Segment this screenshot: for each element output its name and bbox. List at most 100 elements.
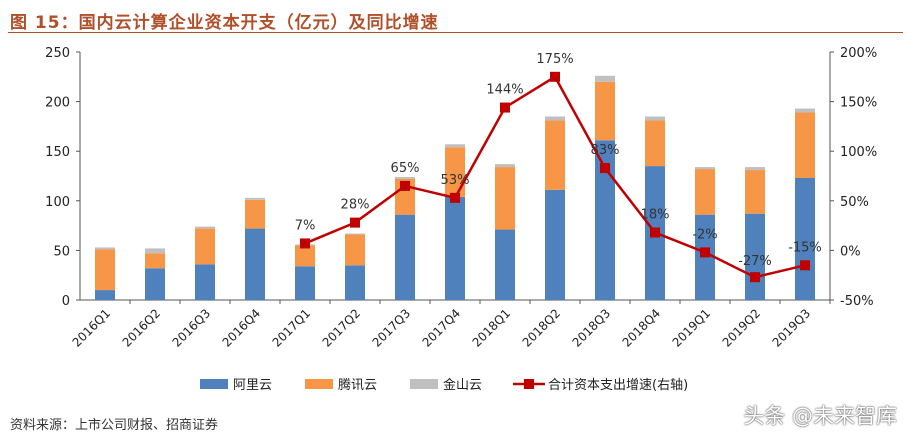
- x-tick-label: 2017Q4: [420, 306, 464, 350]
- growth-data-label: 65%: [391, 161, 420, 176]
- bar-金山云: [645, 116, 665, 121]
- bar-金山云: [95, 247, 115, 250]
- growth-data-label: 7%: [295, 218, 316, 233]
- bar-金山云: [795, 108, 815, 113]
- bar-金山云: [695, 167, 715, 170]
- bar-腾讯云: [245, 199, 265, 229]
- bar-阿里云: [395, 214, 415, 300]
- growth-marker: [300, 238, 310, 249]
- legend-label: 腾讯云: [338, 377, 377, 393]
- bar-腾讯云: [795, 112, 815, 178]
- bar-金山云: [195, 226, 215, 229]
- x-tick-label: 2017Q1: [270, 306, 314, 350]
- right-tick-label: -50%: [840, 294, 874, 309]
- growth-marker: [800, 260, 810, 271]
- legend-label: 金山云: [443, 377, 482, 393]
- x-tick-label: 2018Q3: [570, 306, 614, 350]
- bar-腾讯云: [695, 169, 715, 215]
- bar-腾讯云: [745, 170, 765, 214]
- growth-marker: [750, 272, 760, 283]
- x-tick-label: 2017Q2: [320, 306, 364, 350]
- bar-腾讯云: [595, 81, 615, 141]
- growth-marker: [500, 102, 510, 113]
- growth-data-label: 175%: [536, 52, 573, 67]
- x-tick-label: 2018Q4: [620, 306, 664, 350]
- right-tick-label: 0%: [840, 244, 861, 259]
- growth-marker: [350, 217, 360, 228]
- watermark: 头条 @未来智库: [743, 404, 897, 428]
- right-tick-label: 50%: [840, 195, 869, 210]
- bar-金山云: [145, 248, 165, 254]
- bar-腾讯云: [645, 120, 665, 167]
- bar-阿里云: [495, 229, 515, 300]
- bar-金山云: [545, 116, 565, 121]
- legend-swatch-0: [200, 379, 228, 389]
- bar-阿里云: [445, 196, 465, 300]
- left-tick-label: 150: [45, 145, 70, 160]
- legend-swatch-2: [410, 379, 438, 389]
- left-tick-label: 200: [45, 96, 70, 111]
- bar-腾讯云: [295, 245, 315, 267]
- growth-data-label: -2%: [692, 227, 717, 242]
- bar-金山云: [345, 233, 365, 235]
- growth-marker: [400, 180, 410, 191]
- bar-阿里云: [795, 177, 815, 300]
- bar-金山云: [245, 197, 265, 200]
- bar-腾讯云: [195, 228, 215, 265]
- bar-阿里云: [595, 140, 615, 300]
- legend-swatch-1: [305, 379, 333, 389]
- right-tick-label: 200%: [840, 46, 877, 61]
- figure-title: 图 15：国内云计算企业资本开支（亿元）及同比增速: [10, 13, 439, 33]
- growth-data-label: 28%: [341, 198, 370, 213]
- x-tick-label: 2018Q2: [520, 306, 564, 350]
- left-tick-label: 100: [45, 195, 70, 210]
- growth-data-label: -27%: [738, 254, 772, 269]
- growth-marker: [650, 227, 660, 238]
- growth-data-label: -15%: [788, 240, 822, 255]
- bar-腾讯云: [495, 167, 515, 230]
- legend-label: 阿里云: [233, 378, 272, 393]
- bar-金山云: [595, 75, 615, 82]
- bar-阿里云: [245, 228, 265, 300]
- growth-data-label: 53%: [441, 173, 470, 188]
- left-tick-label: 0: [62, 294, 70, 309]
- bar-阿里云: [545, 189, 565, 300]
- bar-阿里云: [95, 290, 115, 300]
- left-tick-label: 50: [53, 244, 70, 259]
- bar-金山云: [445, 144, 465, 148]
- bar-阿里云: [195, 264, 215, 300]
- x-tick-label: 2016Q2: [120, 306, 164, 350]
- x-tick-label: 2017Q3: [370, 306, 414, 350]
- bar-金山云: [745, 167, 765, 171]
- bar-阿里云: [295, 266, 315, 300]
- bar-金山云: [495, 164, 515, 168]
- x-tick-label: 2016Q1: [70, 306, 114, 350]
- right-tick-label: 100%: [840, 145, 877, 160]
- x-tick-label: 2019Q2: [720, 306, 764, 350]
- x-tick-label: 2018Q1: [470, 306, 514, 350]
- bar-阿里云: [145, 268, 165, 300]
- bar-腾讯云: [95, 249, 115, 291]
- bar-腾讯云: [345, 234, 365, 266]
- legend-label: 合计资本支出增速(右轴): [548, 378, 688, 393]
- source-note: 资料来源：上市公司财报、招商证券: [10, 418, 219, 433]
- right-tick-label: 150%: [840, 96, 877, 111]
- bar-腾讯云: [145, 253, 165, 269]
- growth-data-label: 18%: [641, 208, 670, 223]
- x-tick-label: 2019Q3: [770, 306, 814, 350]
- growth-marker: [700, 247, 710, 258]
- growth-data-label: 83%: [591, 143, 620, 158]
- growth-marker: [600, 163, 610, 174]
- growth-marker: [550, 71, 560, 82]
- x-tick-label: 2016Q4: [220, 306, 264, 350]
- growth-data-label: 144%: [486, 83, 523, 98]
- bar-腾讯云: [545, 120, 565, 190]
- growth-marker: [450, 192, 460, 203]
- x-tick-label: 2016Q3: [170, 306, 214, 350]
- left-tick-label: 250: [45, 46, 70, 61]
- bar-阿里云: [345, 265, 365, 300]
- bar-腾讯云: [445, 147, 465, 197]
- bar-金山云: [395, 176, 415, 179]
